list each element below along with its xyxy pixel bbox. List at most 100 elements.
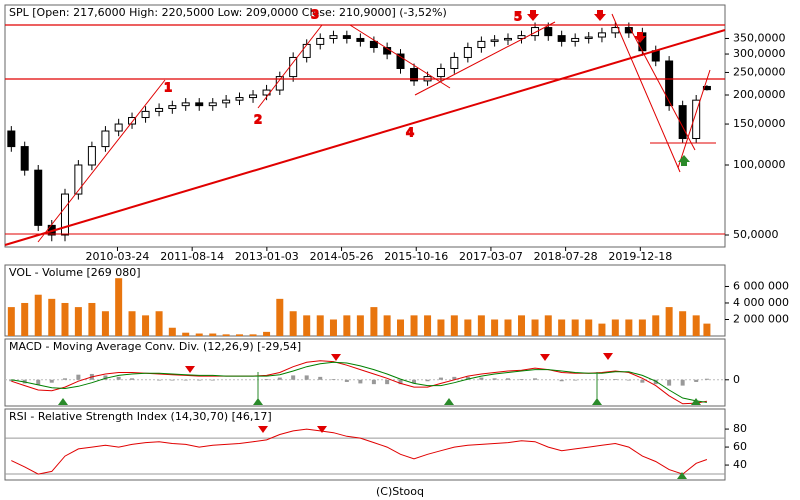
volume-bar [343, 315, 351, 336]
histogram-bar [613, 379, 618, 380]
y-tick-label: 300,0000 [733, 47, 786, 60]
candle-body [195, 102, 204, 107]
histogram-bar [9, 379, 14, 382]
trend-line [257, 24, 323, 109]
volume-bar [115, 278, 123, 336]
candle-body [503, 37, 512, 41]
x-tick-label: 2019-12-18 [608, 250, 672, 263]
trend-line [37, 79, 166, 243]
y-tick-label: 250,0000 [733, 65, 786, 78]
histogram-bar [626, 379, 631, 381]
volume-bar [303, 315, 311, 336]
volume-bar [703, 323, 711, 336]
volume-bar [383, 315, 391, 336]
volume-bar [598, 323, 606, 336]
indicator-line [11, 428, 708, 475]
candle-body [557, 35, 566, 42]
candle-body [155, 107, 164, 112]
histogram-bar [465, 376, 470, 380]
histogram-bar [505, 378, 510, 380]
volume-bar [61, 302, 69, 336]
buy-arrow [678, 155, 690, 166]
histogram-bar [277, 377, 282, 380]
volume-bar [518, 315, 526, 336]
histogram-bar [170, 379, 175, 381]
histogram-bar [304, 375, 309, 380]
candle-body [208, 102, 217, 107]
volume-bar [585, 319, 593, 336]
sell-marker [331, 354, 341, 361]
candle-body [181, 102, 190, 107]
sell-arrow [594, 10, 606, 21]
candle-body [544, 27, 553, 37]
annotation: 4 [406, 126, 414, 140]
candle-body [584, 36, 593, 39]
trend-line [611, 13, 681, 173]
histogram-bar [492, 378, 497, 380]
histogram-bar [412, 379, 417, 384]
histogram-bar [36, 379, 41, 385]
volume-bar [665, 307, 673, 336]
volume-bar [370, 307, 378, 336]
sell-marker [540, 354, 550, 361]
histogram-bar [358, 379, 363, 384]
volume-bar [491, 319, 499, 336]
volume-bar [329, 319, 337, 336]
candle-body [531, 27, 540, 37]
candle-body [356, 37, 365, 42]
histogram-bar [640, 379, 645, 383]
volume-bar [182, 332, 190, 336]
volume-bar [450, 315, 458, 336]
sell-marker [185, 366, 195, 373]
candle-body [692, 99, 701, 139]
histogram-bar [573, 379, 578, 381]
candle-body [369, 40, 378, 49]
candle-body [302, 43, 311, 58]
histogram-bar [479, 377, 484, 380]
volume-bar [316, 315, 324, 336]
candle-body [128, 117, 137, 125]
volume-bar [289, 311, 297, 336]
panel-title: MACD - Moving Average Conv. Div. (12,26,… [9, 340, 301, 353]
volume-bar [611, 319, 619, 336]
y-tick-label: 350,0000 [733, 31, 786, 44]
x-tick-label: 2015-10-16 [384, 250, 448, 263]
candle-body [517, 35, 526, 39]
sell-marker [258, 426, 268, 433]
candle-body [477, 40, 486, 49]
histogram-bar [76, 374, 81, 380]
volume-bar [356, 315, 364, 336]
x-tick-label: 2018-07-28 [534, 250, 598, 263]
annotation: 3 [311, 8, 319, 22]
candle-body [436, 67, 445, 78]
buy-marker [253, 398, 263, 405]
candle-body [60, 193, 69, 236]
volume-bar [48, 298, 56, 336]
volume-bar [397, 319, 405, 336]
y-tick-label: 4 000 000 [733, 296, 789, 309]
candle-body [665, 60, 674, 107]
histogram-bar [559, 379, 564, 382]
histogram-bar [291, 375, 296, 380]
histogram-bar [210, 379, 215, 381]
trend-line [4, 29, 726, 246]
histogram-bar [667, 379, 672, 386]
y-tick-label: 6 000 000 [733, 279, 789, 292]
trend-line [349, 24, 451, 89]
panel-title: RSI - Relative Strength Index (14,30,70)… [9, 410, 272, 423]
volume-bar [679, 311, 687, 336]
x-tick-label: 2011-08-14 [160, 250, 224, 263]
histogram-bar [264, 379, 269, 380]
histogram-bar [62, 378, 67, 380]
volume-bar [101, 311, 109, 336]
histogram-bar [385, 379, 390, 385]
histogram-bar [704, 378, 709, 380]
histogram-bar [103, 375, 108, 380]
x-tick-label: 2014-05-26 [310, 250, 374, 263]
candle-body [74, 164, 83, 195]
panel-title: VOL - Volume [269 080] [9, 266, 141, 279]
volume-bar [625, 319, 633, 336]
drawings: 1 2 3 4 5 [4, 7, 726, 246]
candle-body [490, 39, 499, 42]
